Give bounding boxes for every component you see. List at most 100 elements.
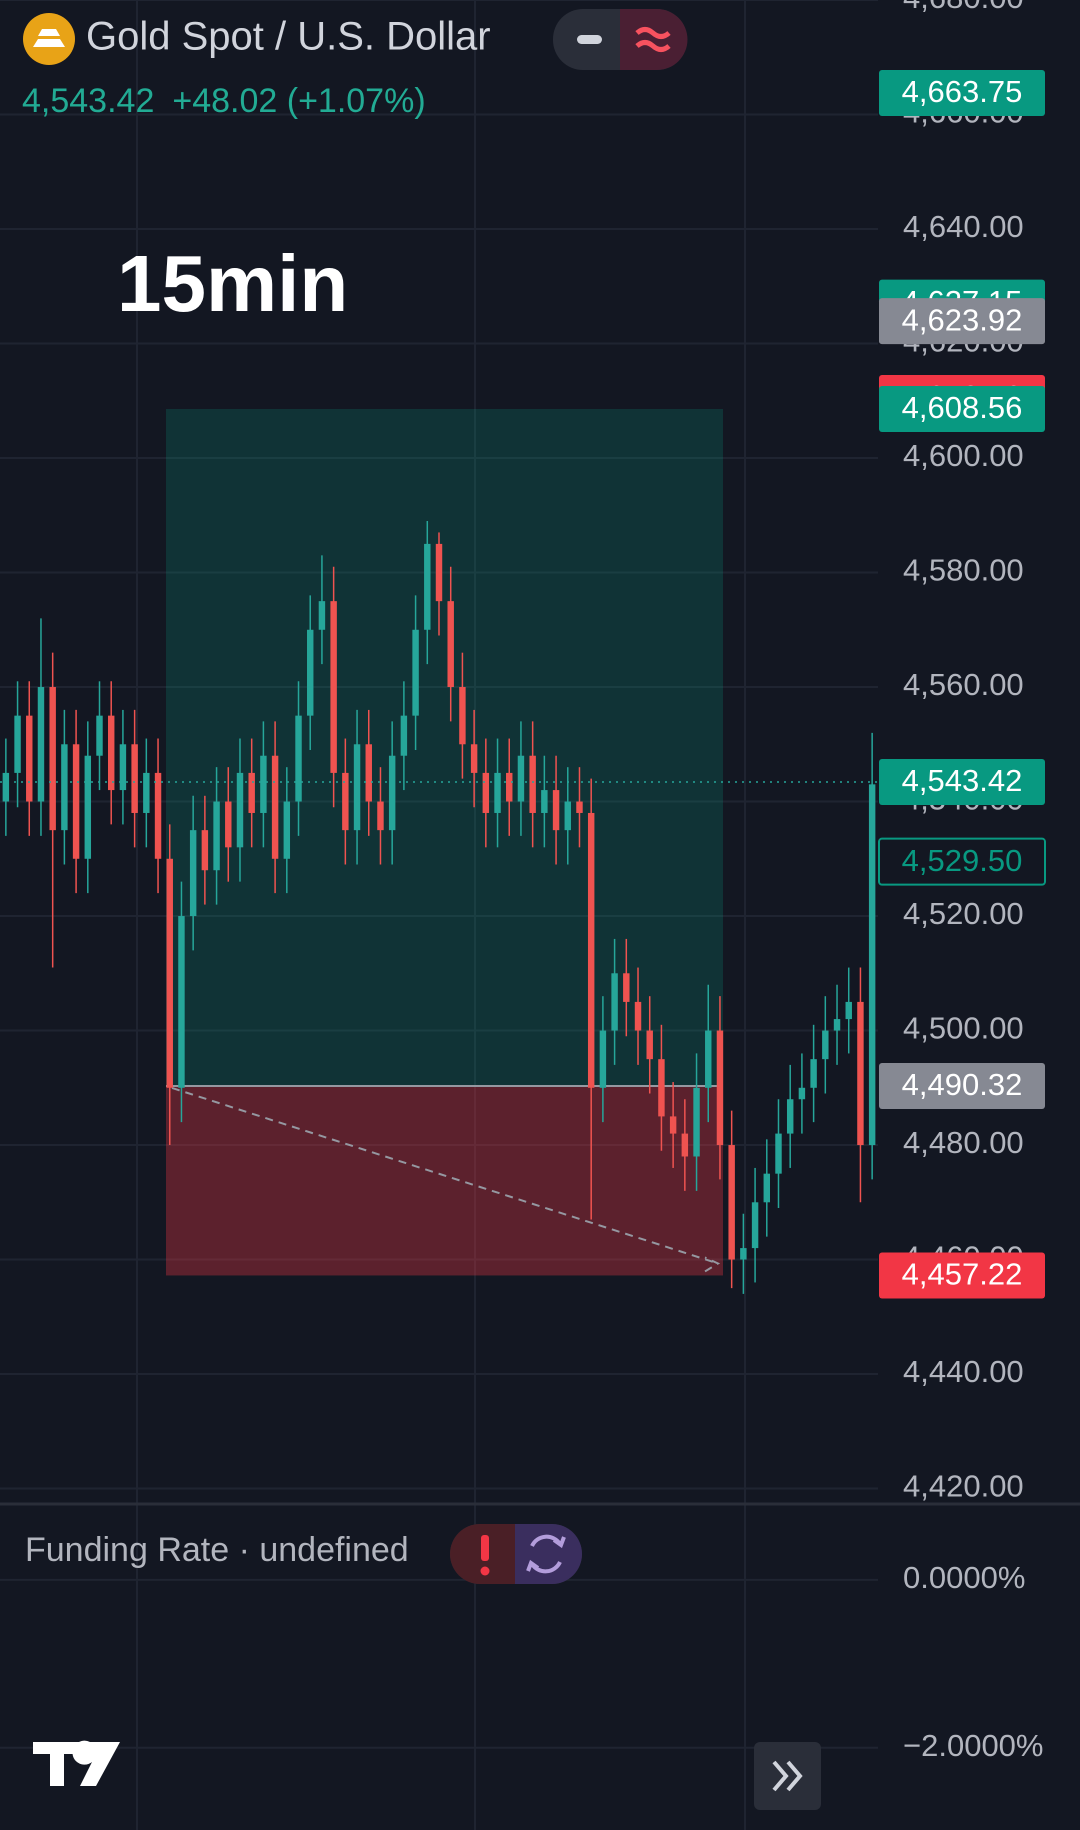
candle-body [143, 772, 150, 813]
candle-body [599, 1030, 607, 1088]
toggle-approx [635, 27, 671, 52]
candle-body [623, 973, 630, 1002]
error-icon [481, 1535, 489, 1561]
candle-body [868, 784, 876, 1146]
candle-body [751, 1202, 759, 1249]
candle-body [213, 801, 220, 871]
price-badge-label: 4,457.22 [902, 1257, 1023, 1292]
candle-body [541, 790, 548, 813]
candle-body [857, 1001, 864, 1146]
price-badge [879, 298, 1045, 345]
candle-body [283, 801, 291, 859]
candle-body [576, 801, 583, 813]
candle-body [552, 790, 560, 831]
candle-body [154, 772, 162, 859]
y-tick-label: 4,420.00 [903, 1469, 1024, 1504]
candle-body [506, 772, 513, 802]
candle-body [412, 629, 419, 716]
toggle-right[interactable] [620, 9, 688, 70]
candle-body [260, 755, 267, 813]
candle-body [96, 715, 103, 756]
y-tick-label: 4,560.00 [903, 667, 1024, 702]
price-line: 4,543.42 +48.02 (+1.07%) [22, 82, 426, 120]
candle-body [107, 715, 115, 791]
candle-body [517, 755, 525, 802]
indicator-pill-right[interactable] [515, 1524, 582, 1584]
y-tick-label: 4,500.00 [903, 1011, 1024, 1046]
symbol-icon-bars [33, 29, 65, 47]
profit-zone [166, 409, 723, 1086]
symbol-title: Gold Spot / U.S. Dollar [86, 15, 491, 59]
candle-body [37, 687, 45, 802]
candle-body [564, 801, 571, 831]
candle-body [634, 1001, 642, 1031]
scroll-icon [772, 1760, 803, 1792]
candle-body [330, 601, 337, 773]
price-badge-label: 4,490.32 [902, 1067, 1023, 1102]
candle-body [740, 1248, 747, 1260]
candle-body [400, 715, 408, 756]
candle-body [705, 1030, 712, 1088]
y-tick-label: 4,580.00 [903, 553, 1024, 588]
candle-body [669, 1116, 677, 1134]
candle-body [84, 755, 92, 859]
candle-body [318, 601, 326, 630]
candle-body [482, 772, 490, 813]
y-tick-label: 4,520.00 [903, 896, 1024, 931]
candle-body [494, 772, 501, 813]
price-badge [879, 1252, 1045, 1299]
candle-body [646, 1030, 653, 1060]
price-badge [879, 386, 1045, 433]
candle-body [189, 830, 197, 917]
candle-body [14, 715, 21, 773]
candle-body [447, 601, 454, 688]
candle-body [353, 744, 361, 831]
y-tick-label: 4,640.00 [903, 209, 1024, 244]
tv-logo [33, 1740, 120, 1786]
price-badge [879, 70, 1045, 117]
candle-body [658, 1059, 665, 1117]
candle-body [119, 744, 127, 791]
candle-body [248, 772, 255, 813]
candle-body [798, 1087, 806, 1100]
candle-body [470, 744, 478, 773]
candle-body [377, 801, 384, 831]
candle-body [693, 1087, 700, 1157]
candle-body [166, 858, 173, 1088]
candle-body [307, 629, 314, 716]
price-badge-label: 4,529.50 [902, 843, 1023, 878]
candle-body [365, 744, 372, 802]
candle-body [681, 1133, 689, 1157]
y-tick-label: 0.0000% [903, 1560, 1025, 1595]
candle-body [72, 744, 80, 859]
candle-body [716, 1030, 724, 1146]
candle-body [131, 744, 138, 813]
candle-body [295, 715, 302, 802]
y-tick-label: 4,440.00 [903, 1354, 1024, 1389]
candle-body [271, 755, 279, 859]
candle-body [388, 755, 396, 831]
candle-body [845, 1001, 852, 1020]
candle-body [786, 1099, 794, 1134]
candle-body [201, 830, 209, 871]
price-badge-label: 4,623.92 [902, 302, 1023, 337]
candle-body [728, 1145, 735, 1260]
candle-body [587, 812, 595, 1088]
y-tick-label: 4,600.00 [903, 438, 1024, 473]
price-badge-label: 4,543.42 [902, 763, 1023, 798]
loss-zone [166, 1085, 723, 1276]
candle-body [236, 772, 244, 848]
candle-body [763, 1173, 771, 1203]
trend-arrow [171, 1086, 721, 1273]
candle-body [424, 543, 431, 630]
error-icon-dot [480, 1566, 490, 1576]
price-badge-label: 4,663.75 [902, 74, 1023, 109]
candle-body [49, 687, 56, 831]
candle-body [775, 1133, 782, 1174]
price-badge [879, 758, 1045, 805]
last-price: 4,543.42 [22, 82, 154, 120]
candle-body [833, 1019, 841, 1031]
candle-body [822, 1030, 829, 1060]
